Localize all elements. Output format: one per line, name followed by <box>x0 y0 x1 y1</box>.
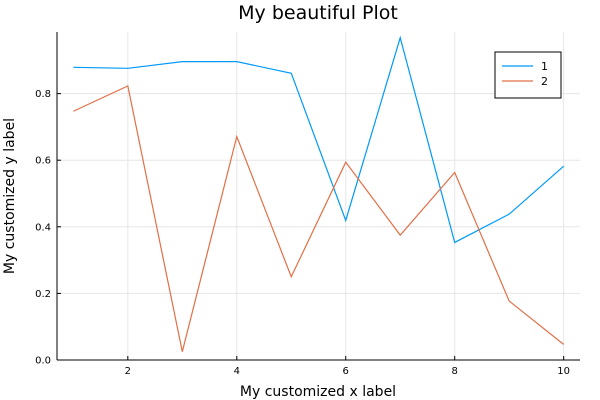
legend-label-2: 2 <box>541 75 548 88</box>
x-tick-label: 8 <box>452 366 458 377</box>
legend: 12 <box>494 51 562 99</box>
y-tick-label: 0.6 <box>35 156 51 167</box>
legend-label-1: 1 <box>541 60 548 73</box>
y-tick-label: 0.4 <box>35 222 51 233</box>
chart-title: My beautiful Plot <box>238 2 398 24</box>
axes <box>56 32 580 361</box>
x-tick-label: 10 <box>557 366 570 377</box>
x-tick-label: 2 <box>125 366 131 377</box>
x-tick-label: 4 <box>234 366 240 377</box>
y-tick-label: 0.0 <box>35 356 51 367</box>
y-tick-label: 0.8 <box>35 89 51 100</box>
series-line-1 <box>73 35 565 244</box>
y-tick-label: 0.2 <box>35 289 51 300</box>
series-line-2 <box>73 85 565 352</box>
y-axis-label: My customized y label <box>2 118 18 274</box>
y-ticks: 0.0 0.2 0.4 0.6 0.8 <box>35 89 61 367</box>
x-tick-label: 6 <box>343 366 349 377</box>
series-layer <box>73 35 565 352</box>
x-ticks: 2 4 6 8 10 <box>125 356 570 377</box>
legend-box <box>494 51 562 99</box>
x-axis-label: My customized x label <box>240 384 396 400</box>
